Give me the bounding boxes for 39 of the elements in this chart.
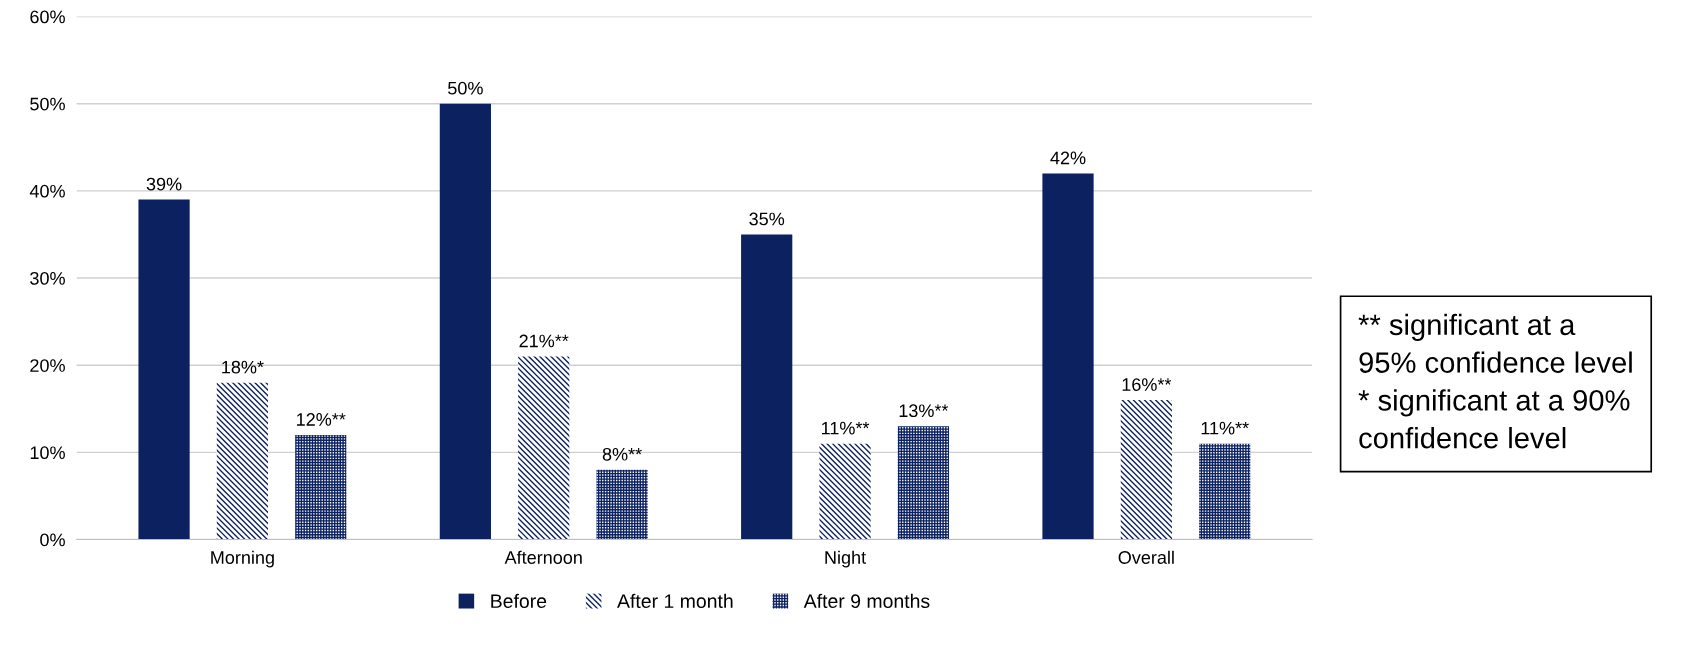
bar xyxy=(1042,173,1094,540)
y-tick-label: 0% xyxy=(40,533,65,547)
bar xyxy=(897,426,949,540)
bar xyxy=(596,469,648,540)
x-tick-label: Overall xyxy=(1118,550,1174,564)
bar xyxy=(741,234,793,540)
x-tick-label: Night xyxy=(825,550,866,568)
bar xyxy=(1120,400,1172,540)
data-label: 50% xyxy=(448,81,483,95)
y-tick-label: 20% xyxy=(30,359,65,372)
y-tick-label: 40% xyxy=(29,184,65,198)
data-label: 13%** xyxy=(899,404,949,418)
data-label: 35% xyxy=(749,212,785,226)
data-label: 12%** xyxy=(297,413,346,426)
data-label: 42% xyxy=(1050,151,1086,165)
x-tick-label: Morning xyxy=(211,550,274,568)
data-label: 18%* xyxy=(222,360,264,374)
legend-label: After 1 month xyxy=(617,593,733,609)
x-tick-label: Afternoon xyxy=(504,550,582,564)
data-label: 11%** xyxy=(1201,421,1249,435)
text: ** significant at a 95% confidence level * significant at a 90% confidence level xyxy=(1358,313,1632,449)
bar xyxy=(138,199,190,540)
legend-label: Before xyxy=(491,593,547,609)
data-label: 16%** xyxy=(1122,378,1172,391)
bar xyxy=(216,382,269,540)
y-tick-label: 30% xyxy=(30,271,65,285)
data-label: 21%** xyxy=(519,334,569,348)
bar xyxy=(518,356,570,540)
data-label: 39% xyxy=(146,177,182,191)
y-tick-label: 60% xyxy=(30,10,65,24)
y-tick-label: 10% xyxy=(30,446,65,460)
data-label: 8%** xyxy=(602,447,642,461)
bar xyxy=(819,443,871,540)
y-tick-label: 50% xyxy=(30,97,65,111)
bar xyxy=(295,434,347,540)
bar xyxy=(1199,443,1251,540)
data-label: 11%** xyxy=(821,421,870,435)
bar xyxy=(439,103,491,540)
legend-label: After 9 months xyxy=(803,593,930,609)
